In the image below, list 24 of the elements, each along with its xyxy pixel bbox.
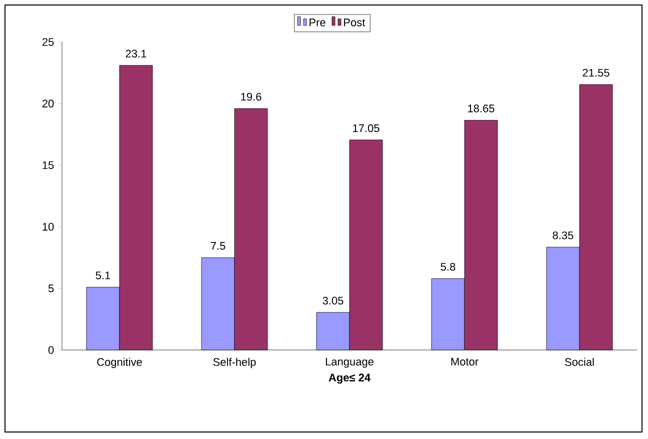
data-label: 7.5 bbox=[210, 242, 226, 250]
data-label: 5.8 bbox=[440, 262, 456, 271]
data-label: 3.05 bbox=[322, 296, 344, 305]
x-tick-label: Self-help bbox=[213, 358, 256, 368]
data-label: 17.05 bbox=[353, 124, 380, 132]
x-tick-label: Cognitive bbox=[97, 358, 142, 368]
y-tick-label: 20 bbox=[42, 100, 54, 108]
x-axis-title: Age≤ 24 bbox=[328, 374, 370, 384]
legend-label: Post bbox=[344, 18, 366, 26]
data-label: 19.6 bbox=[241, 92, 262, 101]
y-tick-label: 15 bbox=[42, 161, 54, 170]
y-tick-label: 5 bbox=[48, 284, 54, 292]
data-label: 5.1 bbox=[96, 272, 110, 280]
data-label: 18.65 bbox=[468, 104, 494, 112]
x-tick-label: Motor bbox=[451, 358, 478, 366]
y-tick-label: 10 bbox=[42, 222, 54, 231]
data-label: 21.55 bbox=[582, 68, 610, 77]
data-label: 23.1 bbox=[126, 50, 146, 58]
y-tick-label: 25 bbox=[42, 38, 54, 46]
x-tick-label: Language bbox=[326, 358, 374, 368]
legend-label: Pre bbox=[310, 18, 326, 26]
y-tick-label: 0 bbox=[48, 346, 54, 354]
x-tick-label: Social bbox=[565, 358, 594, 366]
data-label: 8.35 bbox=[552, 231, 574, 240]
